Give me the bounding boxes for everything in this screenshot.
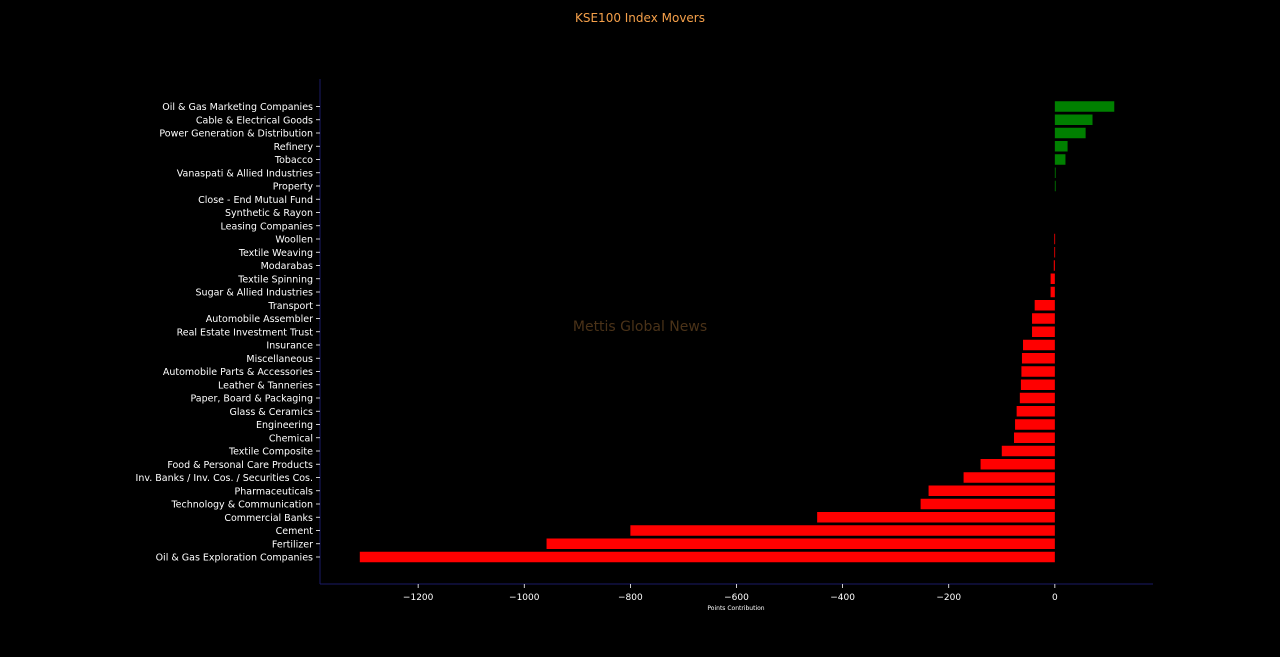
x-tick-label: 0 bbox=[1052, 593, 1058, 603]
bar bbox=[1032, 326, 1055, 337]
bar bbox=[920, 498, 1055, 510]
bar bbox=[1021, 366, 1055, 377]
category-label: Insurance bbox=[266, 341, 313, 352]
category-label: Property bbox=[273, 182, 314, 193]
category-label: Refinery bbox=[274, 142, 314, 153]
bar bbox=[1019, 392, 1055, 404]
category-label: Power Generation & Distribution bbox=[159, 129, 313, 140]
category-label: Textile Composite bbox=[228, 447, 313, 458]
bar bbox=[1032, 313, 1055, 324]
bar bbox=[1020, 379, 1055, 390]
bar bbox=[1054, 101, 1115, 112]
category-label: Commercial Banks bbox=[224, 513, 313, 524]
category-label: Close - End Mutual Fund bbox=[198, 195, 313, 206]
bar bbox=[1021, 353, 1055, 364]
category-label: Food & Personal Care Products bbox=[167, 460, 313, 471]
category-labels-group: Oil & Gas Marketing Companies Cable & Ele… bbox=[136, 102, 320, 564]
bar bbox=[1054, 180, 1056, 192]
x-ticks-group: −1200 −1000 −800 −600 −400 −200 0 bbox=[403, 584, 1058, 603]
bar bbox=[817, 512, 1055, 523]
bar bbox=[1034, 300, 1055, 311]
category-label: Sugar & Allied Industries bbox=[196, 288, 314, 299]
category-label: Inv. Banks / Inv. Cos. / Securities Cos. bbox=[136, 473, 313, 484]
category-label: Automobile Parts & Accessories bbox=[163, 367, 313, 378]
bar bbox=[1054, 233, 1056, 245]
category-label: Textile Weaving bbox=[238, 248, 313, 259]
x-tick-label: −200 bbox=[936, 593, 961, 603]
bar bbox=[1023, 339, 1055, 351]
category-label: Oil & Gas Marketing Companies bbox=[162, 102, 313, 113]
category-label: Modarabas bbox=[261, 261, 313, 272]
category-label: Chemical bbox=[269, 433, 313, 444]
bars-group bbox=[359, 101, 1115, 563]
category-label: Transport bbox=[267, 301, 313, 312]
bar bbox=[1054, 154, 1066, 165]
category-label: Miscellaneous bbox=[246, 354, 313, 365]
x-tick-label: −1200 bbox=[403, 593, 434, 603]
bar bbox=[980, 459, 1055, 470]
category-label: Leather & Tanneries bbox=[218, 380, 313, 391]
bar bbox=[1050, 273, 1055, 284]
category-label: Vanaspati & Allied Industries bbox=[177, 168, 313, 179]
bar bbox=[630, 525, 1055, 536]
category-label: Cable & Electrical Goods bbox=[196, 115, 313, 126]
bar bbox=[1054, 247, 1056, 258]
bar bbox=[1054, 141, 1068, 152]
bar bbox=[1050, 286, 1055, 298]
bar bbox=[1053, 260, 1055, 271]
category-label: Paper, Board & Packaging bbox=[190, 394, 313, 405]
x-tick-label: −600 bbox=[724, 593, 749, 603]
bar bbox=[963, 472, 1055, 483]
category-label: Pharmaceuticals bbox=[235, 486, 314, 497]
bar bbox=[1054, 127, 1086, 139]
bar bbox=[1001, 445, 1055, 457]
category-label: Engineering bbox=[256, 420, 313, 431]
x-tick-label: −800 bbox=[618, 593, 643, 603]
bar bbox=[928, 485, 1055, 496]
chart-title: KSE100 Index Movers bbox=[574, 11, 705, 25]
category-label: Leasing Companies bbox=[221, 221, 314, 232]
category-label: Real Estate Investment Trust bbox=[177, 327, 314, 338]
bar bbox=[1054, 114, 1093, 125]
category-label: Oil & Gas Exploration Companies bbox=[156, 553, 313, 564]
bar bbox=[546, 538, 1055, 549]
category-label: Technology & Communication bbox=[170, 500, 313, 511]
x-tick-label: −1000 bbox=[509, 593, 540, 603]
bar bbox=[1016, 406, 1055, 417]
category-label: Synthetic & Rayon bbox=[225, 208, 313, 219]
category-label: Tobacco bbox=[274, 155, 313, 166]
category-label: Glass & Ceramics bbox=[230, 407, 313, 418]
category-label: Automobile Assembler bbox=[206, 314, 313, 325]
bar bbox=[359, 551, 1055, 563]
bar bbox=[1015, 419, 1055, 430]
category-label: Cement bbox=[276, 526, 314, 537]
category-label: Fertilizer bbox=[272, 539, 313, 550]
category-label: Textile Spinning bbox=[237, 274, 313, 285]
bar bbox=[1013, 432, 1055, 443]
x-tick-label: −400 bbox=[830, 593, 855, 603]
category-label: Woollen bbox=[275, 235, 313, 246]
watermark: Mettis Global News bbox=[572, 319, 708, 335]
bar bbox=[1054, 167, 1056, 178]
x-axis-label: Points Contribution bbox=[707, 605, 764, 612]
